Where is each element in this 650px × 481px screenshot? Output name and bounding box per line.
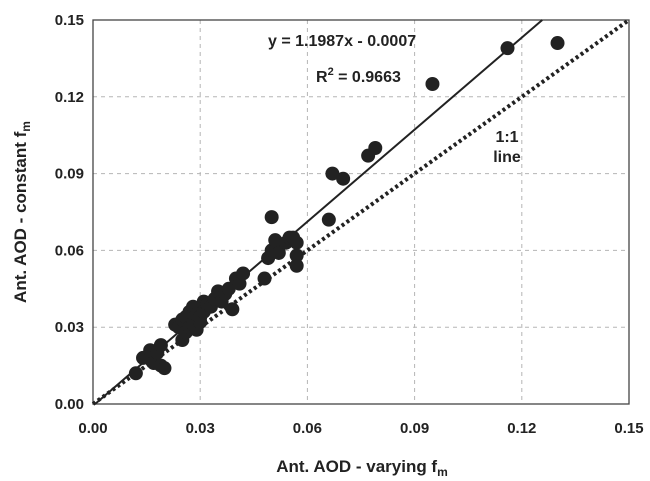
regression-line bbox=[94, 19, 543, 405]
data-point-44 bbox=[289, 258, 304, 273]
x-axis-title-sub: m bbox=[437, 465, 448, 479]
data-point-45 bbox=[289, 248, 304, 263]
data-point-7 bbox=[157, 361, 172, 376]
x-axis-title-main: Ant. AOD - varying f bbox=[276, 457, 437, 476]
y-axis-title: Ant. AOD - constant fm bbox=[11, 121, 33, 303]
data-point-38 bbox=[264, 210, 279, 225]
y-tick-label: 0.06 bbox=[55, 242, 84, 259]
x-tick-label: 0.06 bbox=[293, 420, 322, 437]
r-squared-symbol: R bbox=[316, 69, 328, 86]
x-tick-label: 0.09 bbox=[400, 420, 429, 437]
data-points bbox=[128, 36, 565, 381]
data-point-5 bbox=[153, 338, 168, 353]
data-point-48 bbox=[325, 166, 340, 181]
x-tick-label: 0.12 bbox=[507, 420, 536, 437]
regression-equation: y = 1.1987x - 0.0007 bbox=[268, 33, 416, 50]
x-tick-label: 0.15 bbox=[614, 420, 643, 437]
y-axis-title-main: Ant. AOD - constant f bbox=[11, 131, 30, 303]
data-point-0 bbox=[128, 366, 143, 381]
data-point-30 bbox=[221, 281, 236, 296]
one-to-one-label-line1: 1:1 bbox=[495, 129, 518, 146]
r-squared-label: R2 = 0.9663 bbox=[316, 66, 401, 86]
data-point-35 bbox=[257, 271, 272, 286]
x-axis-ticks: 0.00 0.03 0.06 0.09 0.12 0.15 bbox=[78, 420, 643, 437]
data-point-49 bbox=[336, 171, 351, 186]
plot-area-frame bbox=[92, 19, 630, 405]
data-point-51 bbox=[368, 141, 383, 155]
r-squared-exponent: 2 bbox=[328, 66, 334, 78]
data-point-47 bbox=[321, 212, 336, 227]
one-to-one-label-line2: line bbox=[493, 149, 521, 166]
y-axis-title-sub: m bbox=[19, 121, 33, 132]
x-tick-label: 0.03 bbox=[186, 420, 215, 437]
data-point-53 bbox=[500, 41, 515, 56]
x-axis-title: Ant. AOD - varying fm bbox=[276, 457, 448, 479]
r-squared-value: = 0.9663 bbox=[334, 69, 401, 86]
y-axis-ticks: 0.00 0.03 0.06 0.09 0.12 0.15 bbox=[55, 12, 84, 413]
data-point-31 bbox=[225, 302, 240, 317]
x-tick-label: 0.00 bbox=[78, 420, 107, 437]
y-tick-label: 0.00 bbox=[55, 396, 84, 413]
data-point-54 bbox=[550, 36, 565, 51]
data-point-34 bbox=[236, 266, 251, 281]
y-tick-label: 0.03 bbox=[55, 319, 84, 336]
data-point-52 bbox=[425, 77, 440, 91]
data-point-40 bbox=[271, 245, 286, 260]
y-tick-label: 0.09 bbox=[55, 166, 84, 183]
y-tick-label: 0.15 bbox=[55, 12, 84, 29]
data-point-39 bbox=[268, 233, 283, 248]
data-point-46 bbox=[289, 235, 304, 250]
y-tick-label: 0.12 bbox=[55, 89, 84, 106]
